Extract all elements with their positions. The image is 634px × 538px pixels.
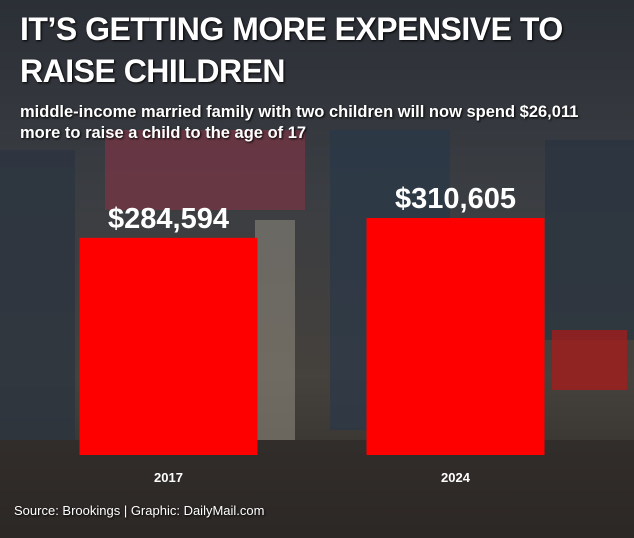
bar: [79, 237, 258, 455]
value-label: $310,605: [395, 183, 516, 215]
value-label: $284,594: [108, 203, 229, 235]
x-tick-label: 2017: [154, 470, 183, 485]
source-note: Source: Brookings | Graphic: DailyMail.c…: [14, 503, 265, 518]
chart-subtitle: middle-income married family with two ch…: [20, 103, 579, 142]
chart-title: IT’S GETTING MORE EXPENSIVE TO RAISE CHI…: [20, 11, 563, 89]
bar: [366, 218, 545, 455]
x-tick-label: 2024: [441, 470, 471, 485]
